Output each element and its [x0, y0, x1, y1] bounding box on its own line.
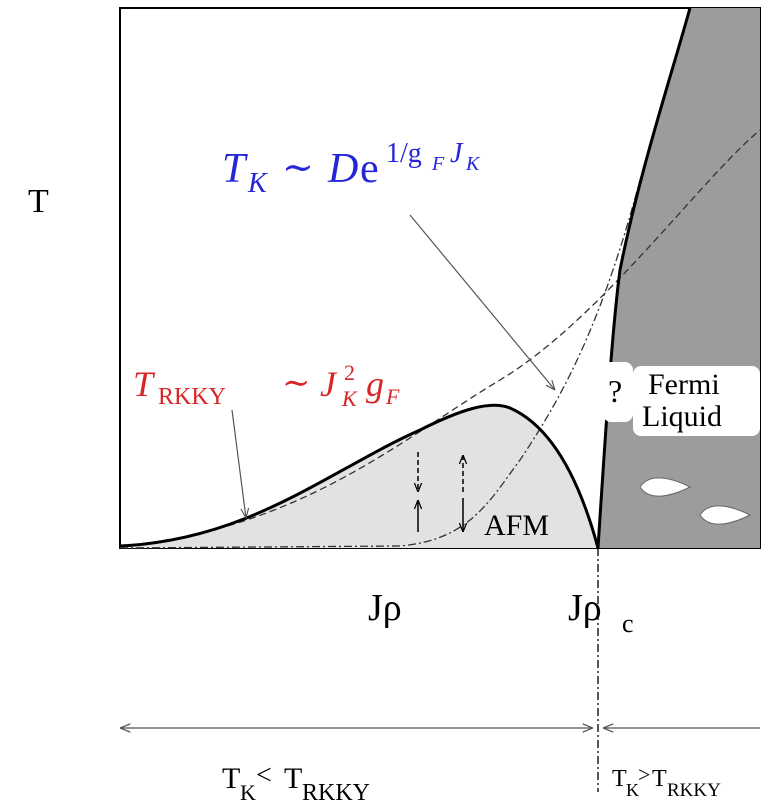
formula-part: e: [360, 146, 379, 192]
x-axis-label: Jρ: [368, 587, 402, 629]
formula-part: 2: [344, 360, 355, 385]
regime-part: >: [638, 762, 650, 787]
formula-part: K: [465, 153, 481, 175]
fermi-label: Liquid: [642, 400, 722, 433]
formula-part: T: [222, 146, 248, 192]
formula-part: T: [133, 364, 156, 404]
regime-part: RKKY: [302, 780, 370, 806]
regime-part: K: [240, 780, 256, 805]
formula-part: g: [366, 364, 384, 404]
regime-part: T: [222, 762, 240, 795]
critical-label-sub: c: [622, 609, 634, 638]
regime-left: T K < T RKKY: [222, 760, 370, 806]
phase-diagram: T T K ∼ D e 1/g F J K T RKKY ∼ J K 2 g F…: [0, 0, 784, 812]
formula-part: ∼: [282, 365, 311, 402]
regime-right: T K > T RKKY: [612, 762, 721, 801]
formula-part: J: [450, 138, 464, 169]
formula-part: F: [385, 384, 400, 409]
regime-part: RKKY: [667, 780, 721, 801]
y-axis-label: T: [28, 183, 49, 220]
unknown-label: ?: [608, 373, 622, 409]
regime-part: T: [612, 766, 627, 792]
regime-part: T: [652, 766, 667, 792]
formula-part: J: [320, 364, 338, 404]
critical-label: Jρ: [568, 587, 602, 629]
formula-part: K: [341, 386, 358, 411]
afm-label: AFM: [484, 509, 549, 542]
formula-part: K: [247, 168, 268, 199]
formula-part: 1/g: [386, 138, 422, 169]
formula-part: D: [327, 146, 358, 192]
fermi-label: Fermi: [648, 368, 720, 401]
formula-part: RKKY: [158, 384, 226, 410]
regime-part: <: [256, 760, 272, 791]
regime-part: T: [284, 762, 302, 795]
formula-part: F: [431, 153, 445, 175]
formula-part: ∼: [282, 147, 314, 189]
